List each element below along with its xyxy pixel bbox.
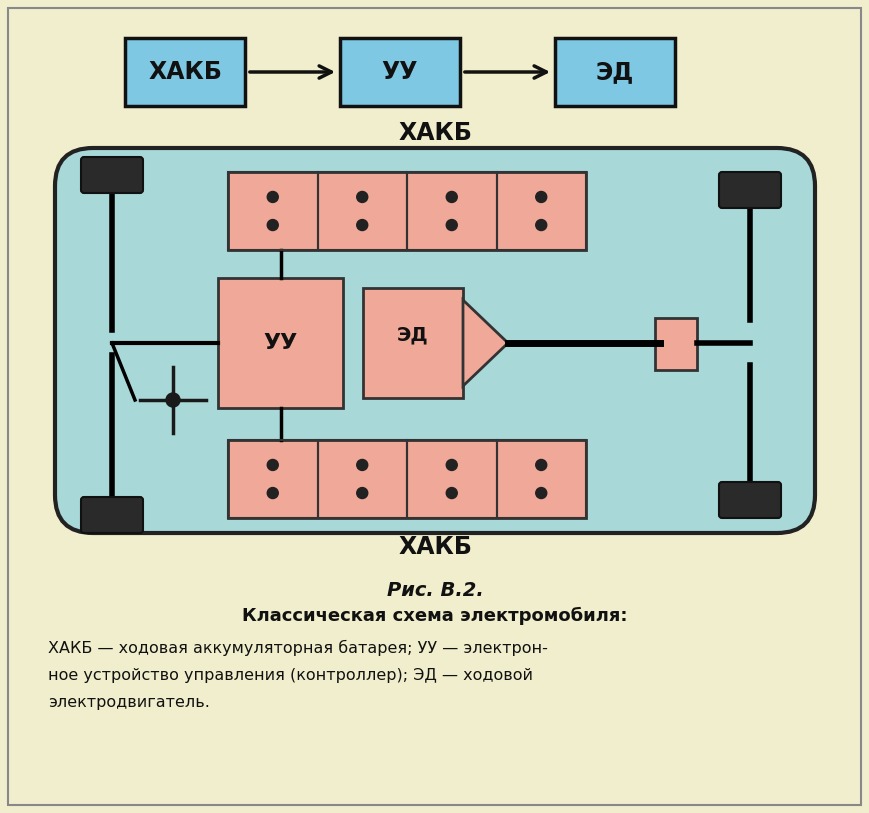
Circle shape: [268, 488, 278, 498]
Bar: [228, 172, 586, 250]
Text: электродвигатель.: электродвигатель.: [48, 694, 210, 710]
Circle shape: [268, 220, 278, 231]
Circle shape: [268, 459, 278, 471]
FancyBboxPatch shape: [8, 8, 861, 805]
Polygon shape: [463, 300, 508, 386]
Circle shape: [536, 220, 547, 231]
Text: ХАКБ: ХАКБ: [148, 60, 222, 84]
Bar: [218, 278, 343, 408]
Bar: [317, 172, 407, 250]
Bar: [363, 288, 463, 398]
Text: ЭД: ЭД: [397, 325, 428, 345]
FancyBboxPatch shape: [719, 172, 781, 208]
Bar: [317, 440, 407, 518]
Circle shape: [536, 488, 547, 498]
Text: Классическая схема электромобиля:: Классическая схема электромобиля:: [242, 607, 627, 625]
Circle shape: [357, 459, 368, 471]
Bar: [228, 440, 317, 518]
Circle shape: [536, 459, 547, 471]
FancyBboxPatch shape: [555, 38, 675, 106]
Bar: [496, 440, 586, 518]
Circle shape: [447, 488, 457, 498]
Text: ХАКБ: ХАКБ: [398, 535, 472, 559]
Bar: [228, 172, 317, 250]
Bar: [407, 440, 496, 518]
Text: УУ: УУ: [263, 333, 297, 353]
FancyBboxPatch shape: [81, 497, 143, 533]
Text: ХАКБ — ходовая аккумуляторная батарея; УУ — электрон-: ХАКБ — ходовая аккумуляторная батарея; У…: [48, 640, 547, 656]
Bar: [228, 440, 586, 518]
Circle shape: [536, 191, 547, 202]
Text: Рис. В.2.: Рис. В.2.: [387, 580, 483, 599]
Bar: [655, 318, 697, 370]
FancyBboxPatch shape: [340, 38, 460, 106]
Circle shape: [447, 191, 457, 202]
Text: ХАКБ: ХАКБ: [398, 121, 472, 145]
FancyBboxPatch shape: [81, 157, 143, 193]
Circle shape: [357, 220, 368, 231]
Circle shape: [268, 191, 278, 202]
Text: ЭД: ЭД: [596, 60, 634, 84]
Bar: [407, 172, 496, 250]
Text: ное устройство управления (контроллер); ЭД — ходовой: ное устройство управления (контроллер); …: [48, 667, 533, 682]
Bar: [496, 172, 586, 250]
Circle shape: [447, 459, 457, 471]
FancyBboxPatch shape: [55, 148, 815, 533]
Circle shape: [166, 393, 180, 407]
Circle shape: [447, 220, 457, 231]
FancyBboxPatch shape: [719, 482, 781, 518]
Circle shape: [357, 191, 368, 202]
FancyBboxPatch shape: [125, 38, 245, 106]
Text: УУ: УУ: [381, 60, 418, 84]
Circle shape: [357, 488, 368, 498]
